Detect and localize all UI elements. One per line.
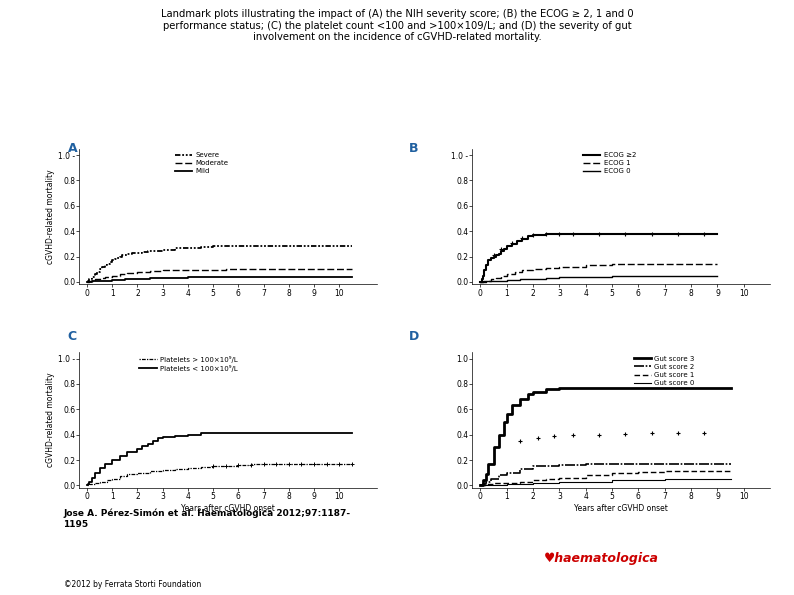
X-axis label: Years after cGVHD onset: Years after cGVHD onset [574,504,669,513]
Legend: ECOG ≥2, ECOG 1, ECOG 0: ECOG ≥2, ECOG 1, ECOG 0 [580,149,639,177]
Text: B: B [409,142,418,155]
Legend: Gut score 3, Gut score 2, Gut score 1, Gut score 0: Gut score 3, Gut score 2, Gut score 1, G… [630,353,697,389]
Text: Landmark plots illustrating the impact of (A) the NIH severity score; (B) the EC: Landmark plots illustrating the impact o… [160,9,634,42]
Text: ©2012 by Ferrata Storti Foundation: ©2012 by Ferrata Storti Foundation [64,580,201,589]
Text: D: D [409,330,419,343]
Text: ♥haematologica: ♥haematologica [544,552,659,565]
Text: C: C [67,330,76,343]
Y-axis label: cGVHD-related mortality: cGVHD-related mortality [46,169,56,264]
Text: Jose A. Pérez-Simón et al. Haematologica 2012;97:1187-
1195: Jose A. Pérez-Simón et al. Haematologica… [64,509,351,528]
Text: A: A [67,142,77,155]
Y-axis label: cGVHD-related mortality: cGVHD-related mortality [46,372,56,468]
X-axis label: Years after cGVHD onset: Years after cGVHD onset [181,504,276,513]
Legend: Severe, Moderate, Mild: Severe, Moderate, Mild [172,149,232,177]
Legend: Platelets > 100×10⁹/L, Platelets < 100×10⁹/L: Platelets > 100×10⁹/L, Platelets < 100×1… [137,353,241,375]
